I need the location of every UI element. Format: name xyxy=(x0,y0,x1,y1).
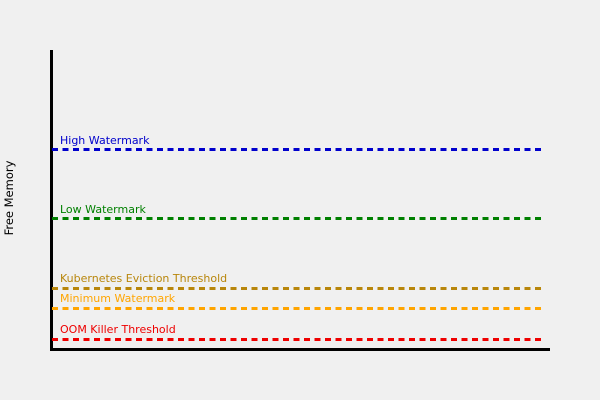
threshold-label: Low Watermark xyxy=(60,202,146,216)
threshold-line xyxy=(52,217,545,221)
threshold-label: Kubernetes Eviction Threshold xyxy=(60,272,228,285)
y-axis-label: Free Memory xyxy=(2,160,16,236)
threshold-line xyxy=(52,306,545,310)
threshold-line xyxy=(52,286,545,290)
threshold-line xyxy=(52,337,545,341)
threshold-line xyxy=(52,148,545,152)
y-axis xyxy=(50,50,53,350)
threshold-label: Minimum Watermark xyxy=(60,292,176,306)
threshold-label: OOM Killer Threshold xyxy=(60,323,176,337)
threshold-label: High Watermark xyxy=(60,133,150,147)
x-axis xyxy=(50,348,550,351)
